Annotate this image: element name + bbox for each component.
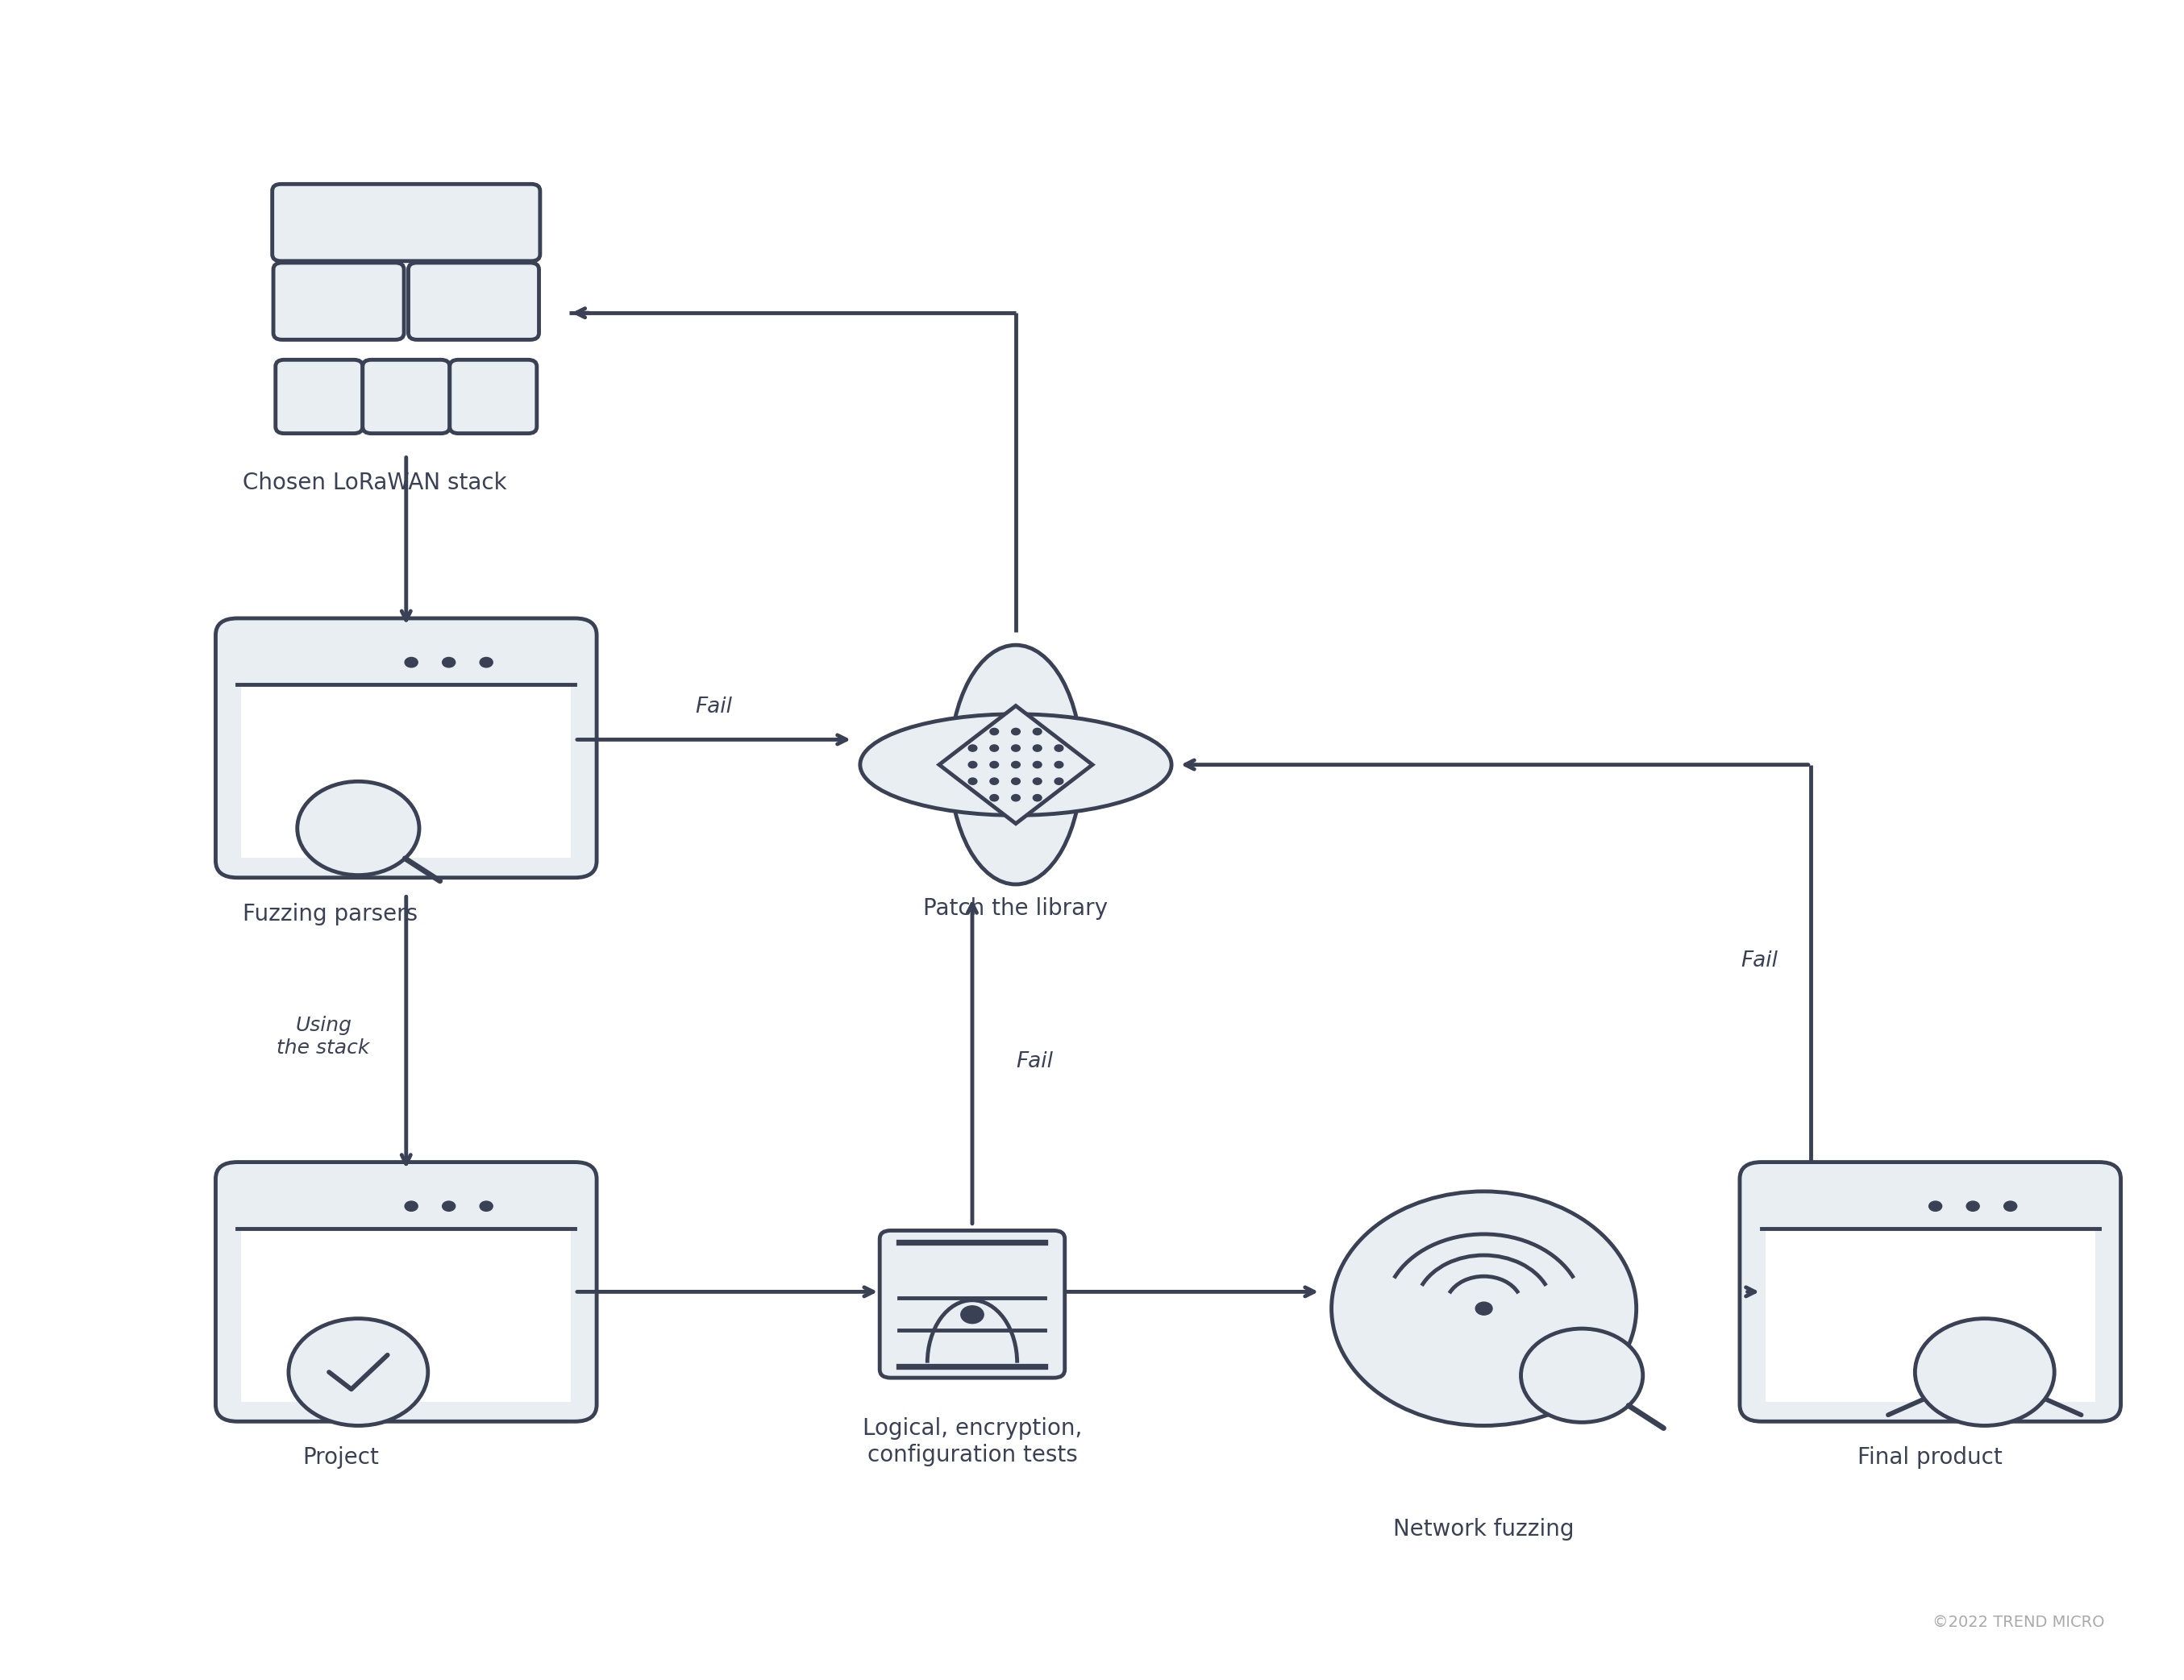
Circle shape: [1033, 778, 1042, 785]
Text: Fail: Fail: [695, 697, 732, 717]
Ellipse shape: [950, 645, 1081, 884]
Circle shape: [968, 761, 976, 768]
FancyBboxPatch shape: [275, 360, 363, 433]
Text: Patch the library: Patch the library: [924, 897, 1107, 919]
Circle shape: [297, 781, 419, 875]
Text: Fail: Fail: [1741, 951, 1778, 971]
Circle shape: [480, 1201, 494, 1211]
Circle shape: [443, 1201, 454, 1211]
Circle shape: [1011, 778, 1020, 785]
Circle shape: [989, 778, 998, 785]
FancyBboxPatch shape: [450, 360, 537, 433]
FancyBboxPatch shape: [880, 1230, 1066, 1378]
Circle shape: [288, 1319, 428, 1426]
Circle shape: [1332, 1191, 1636, 1426]
Circle shape: [1033, 795, 1042, 801]
Circle shape: [968, 744, 976, 751]
Text: Chosen LoRaWAN stack: Chosen LoRaWAN stack: [242, 472, 507, 494]
Circle shape: [961, 1305, 983, 1324]
Bar: [240, 685, 570, 858]
Circle shape: [1011, 744, 1020, 751]
Text: Fuzzing parsers: Fuzzing parsers: [242, 902, 417, 926]
FancyBboxPatch shape: [1762, 1179, 2099, 1230]
Circle shape: [1966, 1201, 1979, 1211]
Circle shape: [1476, 1302, 1492, 1315]
Text: Using
the stack: Using the stack: [277, 1016, 369, 1057]
FancyBboxPatch shape: [238, 635, 574, 687]
Bar: [1765, 1228, 2094, 1401]
FancyBboxPatch shape: [216, 1163, 596, 1421]
Circle shape: [2005, 1201, 2016, 1211]
Circle shape: [404, 657, 417, 667]
Text: Project: Project: [304, 1446, 380, 1468]
Circle shape: [1055, 744, 1064, 751]
Text: Fail: Fail: [1016, 1052, 1053, 1072]
Circle shape: [404, 1201, 417, 1211]
Circle shape: [1520, 1329, 1642, 1423]
FancyBboxPatch shape: [363, 360, 450, 433]
Circle shape: [1011, 727, 1020, 734]
FancyBboxPatch shape: [1741, 1163, 2121, 1421]
Text: Final product: Final product: [1859, 1446, 2003, 1468]
Polygon shape: [939, 706, 1092, 823]
FancyBboxPatch shape: [238, 1179, 574, 1230]
Circle shape: [1033, 744, 1042, 751]
Text: ©2022 TREND MICRO: ©2022 TREND MICRO: [1933, 1614, 2105, 1630]
FancyBboxPatch shape: [273, 262, 404, 339]
Circle shape: [443, 657, 454, 667]
Circle shape: [1055, 761, 1064, 768]
Circle shape: [1033, 727, 1042, 734]
Circle shape: [989, 795, 998, 801]
Circle shape: [1033, 761, 1042, 768]
Circle shape: [480, 657, 494, 667]
Circle shape: [968, 778, 976, 785]
Circle shape: [989, 727, 998, 734]
Text: Network fuzzing: Network fuzzing: [1393, 1517, 1575, 1541]
Circle shape: [1928, 1201, 1942, 1211]
Text: Logical, encryption,
configuration tests: Logical, encryption, configuration tests: [863, 1418, 1081, 1467]
Circle shape: [989, 761, 998, 768]
Circle shape: [989, 744, 998, 751]
FancyBboxPatch shape: [273, 185, 539, 260]
Circle shape: [1011, 761, 1020, 768]
FancyBboxPatch shape: [408, 262, 539, 339]
Circle shape: [1055, 778, 1064, 785]
Ellipse shape: [860, 714, 1171, 815]
Circle shape: [1915, 1319, 2055, 1426]
Circle shape: [1011, 795, 1020, 801]
FancyBboxPatch shape: [216, 618, 596, 877]
Bar: [240, 1228, 570, 1401]
